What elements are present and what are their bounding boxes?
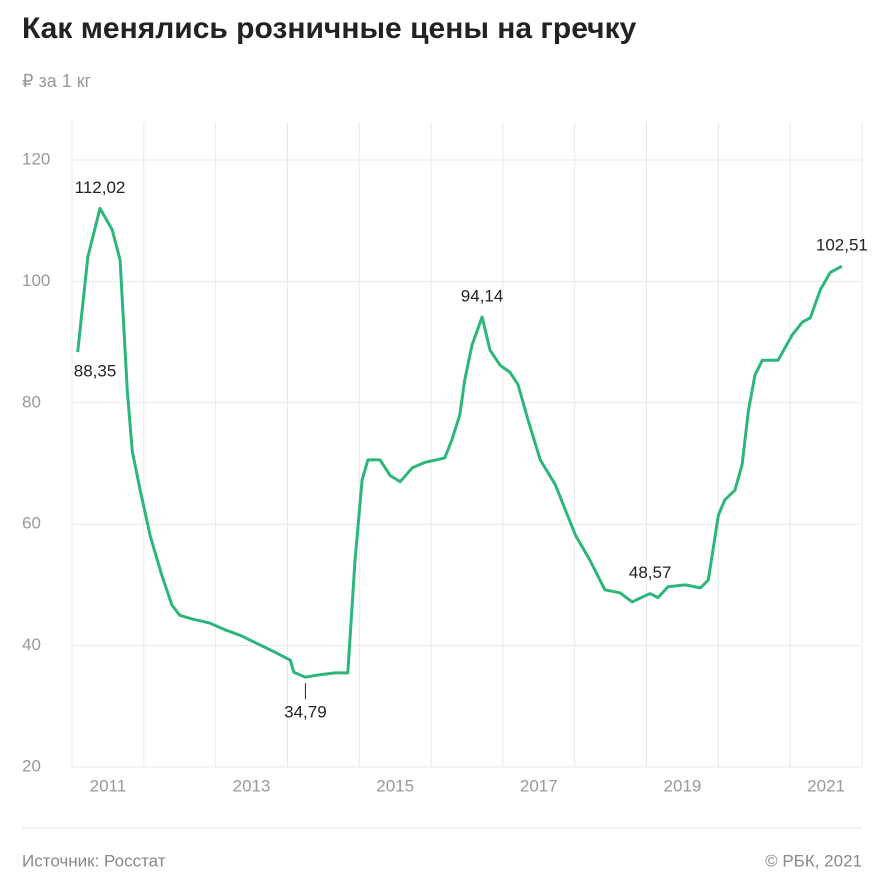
y-tick-label: 40 (22, 635, 41, 654)
value-label: 48,57 (629, 563, 672, 582)
y-tick-label: 20 (22, 756, 41, 775)
chart-subtitle: ₽ за 1 кг (22, 71, 92, 91)
y-tick-label: 60 (22, 514, 41, 533)
credit: © РБК, 2021 (765, 851, 862, 870)
y-tick-label: 100 (22, 271, 50, 290)
value-label: 88,35 (74, 362, 117, 381)
value-label: 112,02 (75, 178, 126, 197)
x-tick-label: 2021 (807, 776, 845, 795)
value-label: 34,79 (284, 703, 327, 722)
y-tick-label: 120 (22, 149, 50, 168)
x-tick-label: 2011 (90, 776, 127, 795)
line (76, 206, 843, 679)
value-label: 94,14 (461, 286, 504, 305)
source: Источник: Росстат (22, 851, 166, 870)
x-tick-label: 2017 (520, 776, 558, 795)
x-tick-label: 2013 (233, 776, 271, 795)
chart-title: Как менялись розничные цены на гречку (22, 12, 637, 45)
value-label: 102,51 (816, 236, 868, 255)
x-tick-label: 2015 (376, 776, 414, 795)
y-tick-label: 80 (22, 392, 41, 411)
x-tick-label: 2019 (664, 776, 702, 795)
